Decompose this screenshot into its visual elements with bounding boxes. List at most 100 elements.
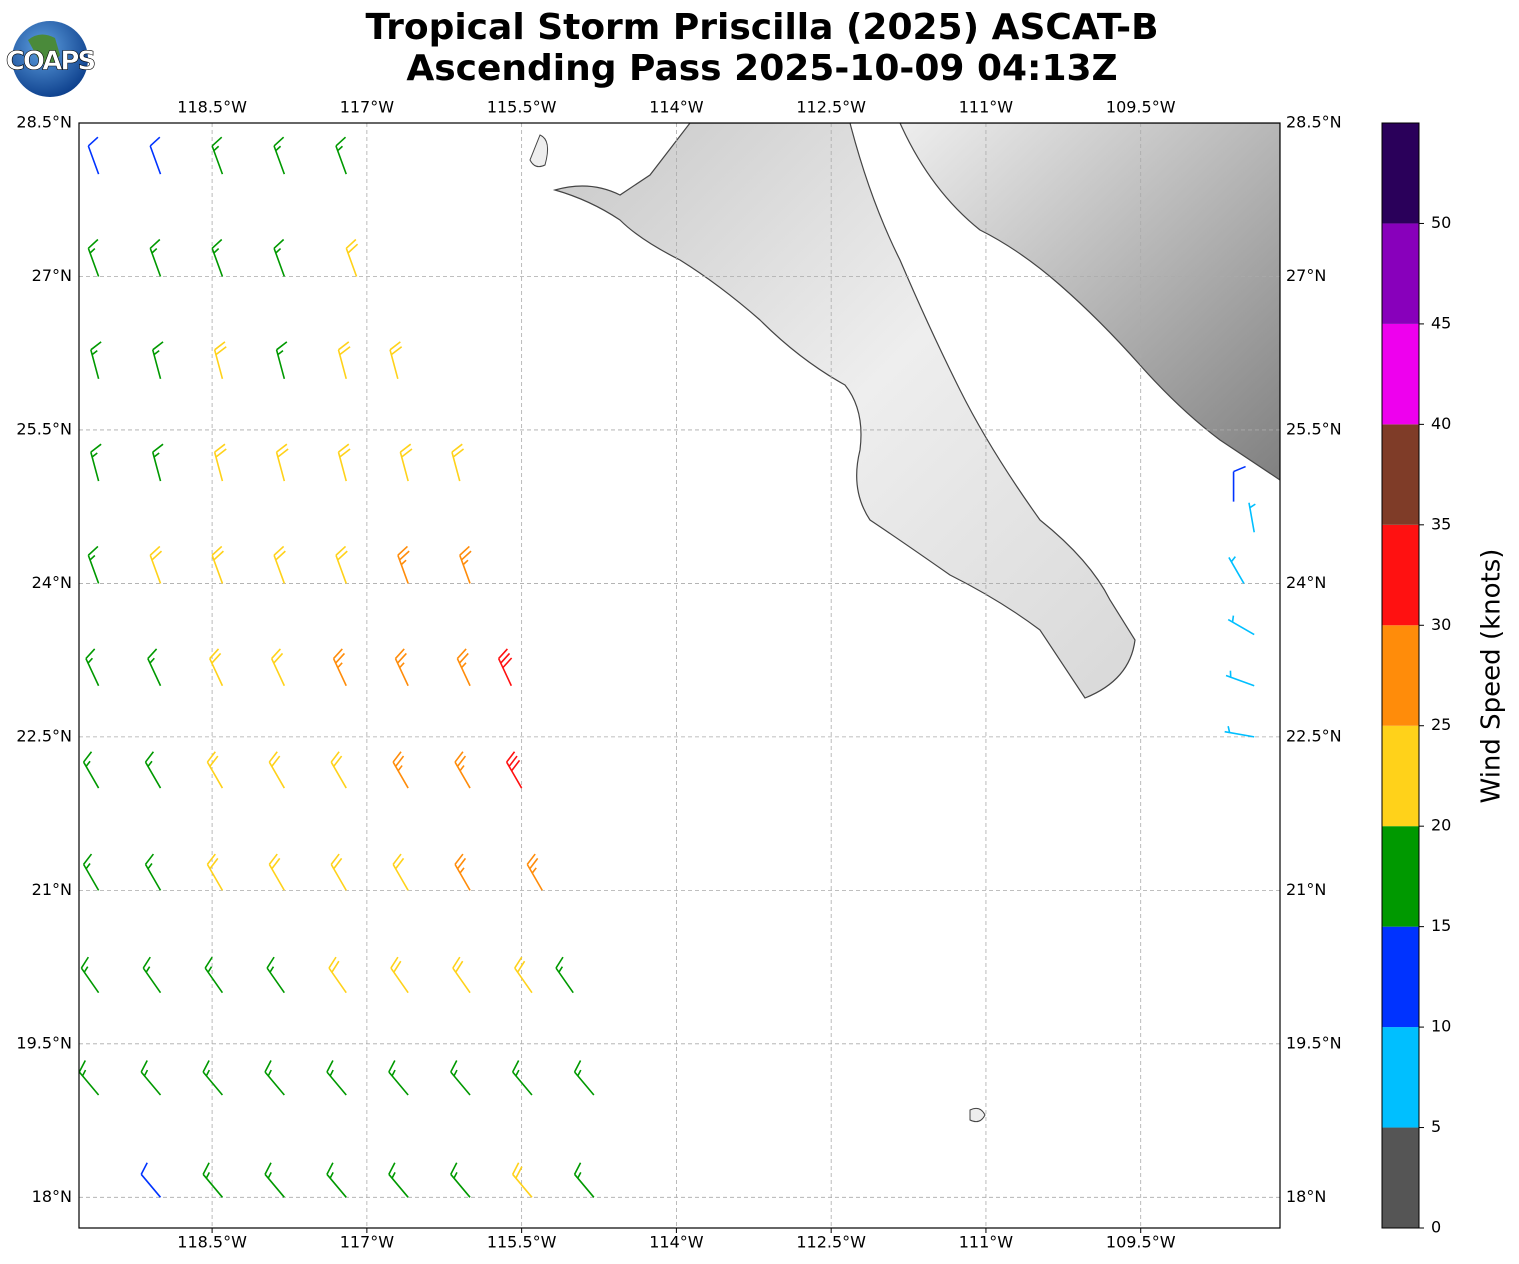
wind-barb [90, 341, 102, 379]
wind-barb [82, 751, 100, 789]
x-tick-label: 112.5°W [796, 1233, 866, 1252]
wind-barb [209, 648, 224, 687]
wind-barb [573, 1060, 595, 1096]
wind-barb [90, 443, 102, 482]
colorbar-bin [1382, 323, 1419, 425]
wind-barb [275, 341, 288, 379]
colorbar-bin [1382, 223, 1419, 324]
wind-barb [213, 443, 227, 482]
wind-barb [511, 1060, 533, 1096]
wind-barb [87, 545, 100, 584]
wind-barb [526, 853, 543, 891]
colorbar-tick-label: 10 [1431, 1017, 1451, 1036]
wind-barb [514, 956, 533, 994]
x-tick-label: 115.5°W [487, 1233, 557, 1252]
wind-barb [80, 956, 100, 994]
wind-barb [345, 238, 359, 277]
x-tick-label-top: 112.5°W [796, 98, 866, 117]
y-tick-label-right: 21°N [1286, 880, 1326, 899]
wind-barb [87, 136, 100, 175]
wind-barb [211, 545, 224, 584]
wind-barb [454, 853, 471, 891]
wind-barb [328, 956, 347, 994]
wind-barb [273, 545, 286, 584]
wind-barb [151, 341, 164, 379]
colorbar-tick-label: 30 [1431, 615, 1451, 634]
colorbar-label: Wind Speed (knots) [1477, 549, 1507, 804]
wind-barb [335, 136, 347, 175]
wind-barb [202, 1060, 224, 1096]
wind-barb [149, 238, 162, 277]
x-tick-label: 109.5°W [1106, 1233, 1176, 1252]
wind-barb [1225, 670, 1255, 687]
wind-barb [151, 443, 164, 482]
wind-barb [459, 545, 472, 584]
logo-text: COAPS [6, 47, 95, 77]
chart-subtitle: Ascending Pass 2025-10-09 04:13Z [406, 48, 1117, 89]
island [529, 134, 549, 168]
wind-barb [206, 751, 224, 789]
colorbar-tick-label: 45 [1431, 313, 1451, 332]
x-tick-label: 114°W [649, 1233, 704, 1252]
y-tick-label: 24°N [32, 573, 72, 592]
colorbar-tick-label: 5 [1431, 1117, 1441, 1136]
colorbar-tick-label: 15 [1431, 916, 1451, 935]
x-tick-label-top: 114°W [649, 98, 704, 117]
plot-frame [78, 122, 1281, 1229]
colorbar-tick-label: 40 [1431, 414, 1451, 433]
wind-barb [213, 341, 227, 379]
wind-barb [79, 1060, 100, 1096]
wind-barb [82, 853, 100, 891]
wind-barb [497, 648, 513, 687]
colorbar-bin [1382, 625, 1419, 726]
y-tick-label: 22.5°N [16, 726, 72, 745]
colorbar-bin [1382, 123, 1419, 224]
wind-barb [330, 853, 347, 891]
wind-barb [273, 136, 286, 175]
y-tick-label-right: 18°N [1286, 1187, 1326, 1206]
wind-barb [211, 238, 224, 277]
x-tick-label-top: 109.5°W [1106, 98, 1176, 117]
wind-barb [332, 648, 347, 687]
y-tick-label: 21°N [32, 880, 72, 899]
y-tick-label: 28.5°N [16, 113, 72, 132]
baja-peninsula [552, 123, 1136, 699]
y-tick-label-right: 27°N [1286, 266, 1326, 285]
wind-barb [1232, 465, 1246, 502]
chart-title: Tropical Storm Priscilla (2025) ASCAT-B [365, 7, 1158, 48]
x-tick-label: 118.5°W [177, 1233, 247, 1252]
wind-barb [326, 1060, 347, 1096]
wind-barb [264, 1162, 285, 1198]
wind-barb [456, 648, 471, 687]
y-tick-label: 25.5°N [16, 419, 72, 438]
colorbar-bin [1382, 926, 1419, 1028]
wind-barb [264, 1060, 285, 1096]
wind-barb [450, 1162, 471, 1198]
y-tick-label-right: 22.5°N [1286, 726, 1342, 745]
colorbar-bin [1382, 725, 1419, 827]
colorbar-tick-label: 0 [1431, 1218, 1441, 1237]
wind-barb [1224, 726, 1255, 738]
y-tick-label-right: 24°N [1286, 573, 1326, 592]
colorbar-frame [1381, 122, 1420, 1229]
grid [79, 122, 1280, 1228]
wind-barb [454, 751, 471, 789]
colorbar-bin [1382, 524, 1419, 626]
wind-barb [397, 545, 410, 584]
wind-barb [149, 545, 163, 584]
colorbar-bin [1382, 424, 1419, 525]
wind-barb [206, 853, 224, 891]
wind-barb [140, 1060, 162, 1096]
colorbar-tick-label: 35 [1431, 514, 1451, 533]
y-tick-label-right: 19.5°N [1286, 1033, 1342, 1052]
mainland-mexico [899, 123, 1280, 481]
x-tick-label-top: 111°W [959, 98, 1014, 117]
colorbar-bin [1382, 1127, 1419, 1228]
logo: COAPS [6, 21, 97, 97]
wind-barb [390, 956, 409, 994]
wind-barb [270, 648, 286, 687]
x-tick-label-top: 115.5°W [487, 98, 557, 117]
y-tick-label: 27°N [32, 266, 72, 285]
colorbar-bin [1382, 1027, 1419, 1128]
